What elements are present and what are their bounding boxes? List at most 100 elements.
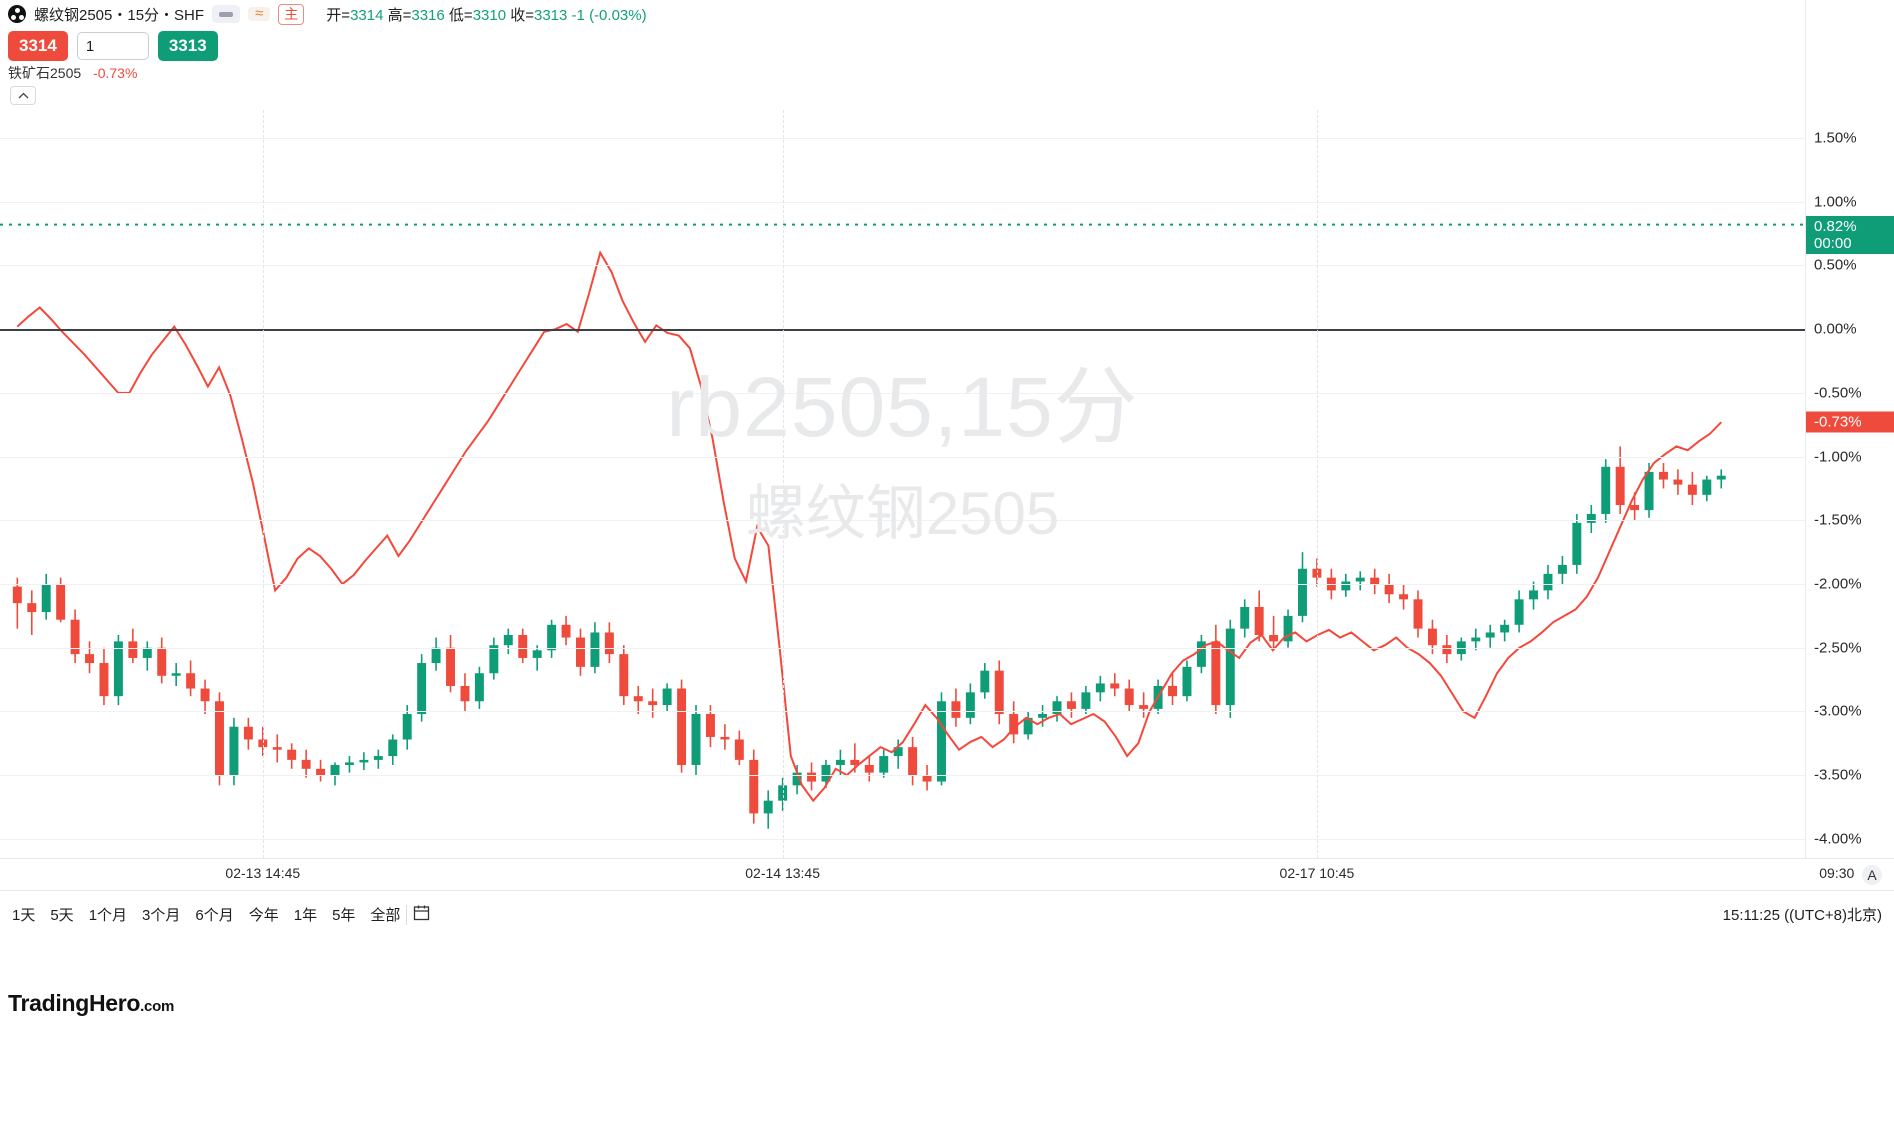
chevron-up-icon[interactable] (10, 86, 36, 105)
range-button-1个月[interactable]: 1个月 (88, 907, 128, 924)
secondary-change-percent: -0.73% (93, 65, 138, 81)
calendar-icon[interactable] (413, 904, 430, 926)
candle-body (908, 747, 918, 776)
candle-body (1139, 705, 1149, 709)
wave-icon[interactable]: ≈ (248, 6, 271, 21)
candle-body (821, 764, 831, 782)
range-button-全部[interactable]: 全部 (370, 907, 401, 924)
ask-button[interactable]: 3313 (157, 31, 218, 61)
candle-body (1687, 484, 1697, 495)
tradinghero-logo: TradingHero.com (8, 990, 174, 1017)
candle-body (1500, 624, 1510, 633)
candle-body (171, 673, 181, 676)
x-axis-tick-label: 02-14 13:45 (745, 865, 821, 881)
open-label: 开= (326, 6, 351, 24)
candle-body (1514, 599, 1524, 625)
candle-body (1225, 628, 1235, 706)
candle-body (388, 739, 398, 757)
low-value: 3310 (472, 6, 507, 24)
candle-body (1442, 645, 1452, 655)
candle-body (532, 650, 542, 658)
y-axis-tick-label: 1.50% (1814, 129, 1857, 147)
grid-line (0, 775, 1805, 777)
candle-body (272, 747, 282, 750)
chart-canvas[interactable] (0, 110, 1805, 858)
y-axis-tick-label: -3.00% (1814, 702, 1862, 720)
candle-body (1038, 714, 1048, 718)
candle-body (229, 726, 239, 776)
candle-body (474, 673, 484, 702)
candle-body (243, 726, 253, 740)
candle-body (157, 647, 167, 676)
x-axis-tick-label: 09:30 (1819, 865, 1855, 881)
candle-body (720, 736, 730, 740)
grid-line (0, 838, 1805, 840)
y-axis-tick-label: 0.50% (1814, 256, 1857, 274)
candle-body (864, 764, 874, 773)
candle-body (1110, 683, 1120, 689)
price-badge[interactable]: 0.82% 00:00 (1806, 215, 1894, 254)
auto-scale-badge[interactable]: A (1862, 865, 1882, 885)
range-button-5年[interactable]: 5年 (332, 907, 356, 924)
candle-body (1413, 599, 1423, 629)
range-button-1天[interactable]: 1天 (12, 907, 36, 924)
candle-body (1601, 466, 1611, 514)
candle-body (951, 701, 961, 718)
high-value: 3316 (411, 6, 445, 24)
candle-body (763, 800, 773, 814)
candle-body (1095, 683, 1105, 693)
range-selector[interactable]: 1天 5天 1个月 3个月 6个月 今年 1年 5年 全部 (12, 904, 400, 925)
grid-line (0, 265, 1805, 267)
secondary-series-legend[interactable]: 铁矿石2505 -0.73% (8, 63, 137, 83)
candle-body (503, 635, 513, 646)
candle-body (359, 759, 369, 763)
candle-body (1644, 471, 1654, 511)
candle-body (344, 762, 354, 765)
candle-body (1529, 590, 1539, 600)
candle-body (1427, 628, 1437, 646)
candle-body (850, 759, 860, 765)
candle-body (1557, 564, 1567, 574)
candle-body (893, 747, 903, 757)
price-badge[interactable]: -0.73% (1806, 411, 1894, 433)
main-contract-badge[interactable]: 主 (278, 3, 305, 25)
quantity-input[interactable] (76, 32, 149, 60)
range-button-5天[interactable]: 5天 (50, 907, 74, 924)
watermark-secondary: 螺纹钢2505 (745, 480, 1060, 547)
candle-body (200, 688, 210, 702)
candle-body (1716, 475, 1726, 480)
brand-name: TradingHero (8, 990, 141, 1016)
symbol-title[interactable]: 螺纹钢2505・15分・SHF (34, 6, 205, 24)
candle-body (1341, 581, 1351, 591)
range-button-3个月[interactable]: 3个月 (142, 907, 181, 924)
x-axis[interactable]: 02-13 14:45 02-14 13:45 02-17 10:45 09:30 A (0, 858, 1894, 890)
grid-line (0, 392, 1805, 394)
vertical-grid-line (262, 110, 264, 858)
candle-body (316, 768, 326, 776)
candle-body (705, 714, 715, 737)
chart-header: 螺纹钢2505・15分・SHF ≈ 主 开=3314 高=3316 低=3310… (0, 0, 1894, 28)
chart-plot-area[interactable]: rb2505,15分 螺纹钢2505 (0, 110, 1838, 858)
y-axis-tick-label: -2.00% (1814, 575, 1862, 593)
candle-body (1168, 685, 1178, 697)
candle-body (937, 701, 946, 782)
y-axis[interactable]: 1.50% 1.00% 0.50% 0.00% -0.50% -1.00% -1.50% -2… (1805, 0, 1894, 858)
close-label: 收= (510, 6, 534, 24)
range-button-今年[interactable]: 今年 (248, 907, 279, 924)
candle-body (12, 586, 22, 604)
bid-button[interactable]: 3314 (8, 31, 68, 61)
candle-body (142, 647, 152, 658)
y-axis-tick-label: 1.00% (1814, 193, 1857, 211)
candle-body (287, 749, 297, 760)
candle-body (1269, 635, 1279, 642)
bar-style-icon[interactable] (212, 5, 241, 23)
vertical-grid-line (782, 110, 784, 858)
range-button-1年[interactable]: 1年 (293, 907, 318, 924)
brand-tld: .com (140, 998, 174, 1015)
open-value: 3314 (350, 6, 384, 24)
candle-body (619, 654, 629, 697)
candle-body (633, 696, 643, 702)
range-button-6个月[interactable]: 6个月 (195, 907, 234, 924)
candle-body (215, 701, 224, 776)
y-axis-tick-label: -3.50% (1814, 766, 1862, 784)
